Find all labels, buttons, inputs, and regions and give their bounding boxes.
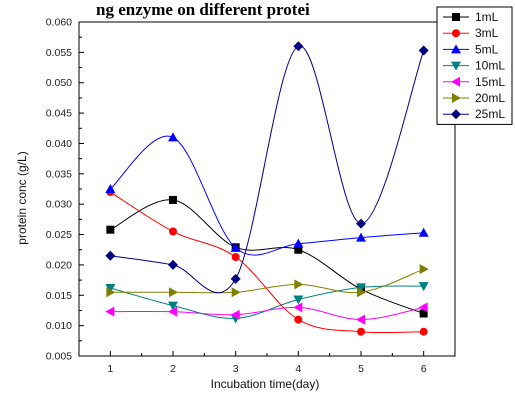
series-20ml xyxy=(106,264,429,298)
data-point-3ml xyxy=(357,327,365,336)
data-point-5ml xyxy=(356,232,366,242)
y-axis-label: protein conc (g/L) xyxy=(15,151,29,244)
series-line-1ml xyxy=(110,199,424,314)
data-point-1ml xyxy=(419,309,428,318)
series-1ml xyxy=(106,195,428,318)
data-point-20ml xyxy=(231,287,241,298)
legend-label-1ml: 1mL xyxy=(475,10,499,24)
data-point-10ml xyxy=(293,295,304,305)
legend-label-5ml: 5mL xyxy=(475,42,499,56)
data-point-10ml xyxy=(418,282,429,292)
legend-marker-3ml xyxy=(452,29,460,38)
data-point-3ml xyxy=(294,315,303,324)
data-point-3ml xyxy=(231,253,240,262)
y-tick-label: 0.020 xyxy=(46,259,72,271)
legend-marker-1ml xyxy=(452,13,460,21)
series-10ml xyxy=(105,282,429,324)
data-point-15ml xyxy=(293,302,303,313)
data-point-5ml xyxy=(293,238,304,248)
legend-label-25ml: 25mL xyxy=(475,107,505,121)
data-point-5ml xyxy=(105,184,116,193)
data-point-1ml xyxy=(294,245,303,254)
y-tick-label: 0.060 xyxy=(46,17,72,29)
series-3ml xyxy=(106,188,428,336)
x-tick-label: 6 xyxy=(421,363,427,375)
legend-label-20ml: 20mL xyxy=(475,91,505,105)
data-point-3ml xyxy=(419,327,428,336)
chart-title: ng enzyme on different protei xyxy=(96,0,310,19)
data-point-15ml xyxy=(230,309,240,320)
data-point-25ml xyxy=(418,45,429,56)
x-axis-label: Incubation time(day) xyxy=(211,377,320,391)
legend-label-3ml: 3mL xyxy=(475,26,499,40)
y-tick-label: 0.035 xyxy=(46,168,72,180)
series-25ml xyxy=(105,41,429,294)
data-point-15ml xyxy=(418,302,428,313)
legend-marker-5ml xyxy=(451,44,461,54)
data-point-5ml xyxy=(168,132,178,142)
plot-area: 0.005 0.010 0.015 0.020 0.025 0.030 0.035 0.040… xyxy=(46,17,456,375)
y-tick-label: 0.040 xyxy=(46,138,72,150)
data-point-20ml xyxy=(106,287,116,298)
y-tick-label: 0.005 xyxy=(46,351,72,363)
data-point-20ml xyxy=(357,287,366,298)
data-point-15ml xyxy=(168,306,177,317)
legend: 1mL 3mL 5mL 10mL 15mL 20mL 25mL xyxy=(436,6,513,125)
y-tick-label: 0.045 xyxy=(46,108,72,120)
data-point-20ml xyxy=(294,279,304,290)
x-tick-label: 1 xyxy=(107,363,113,375)
y-tick-label: 0.010 xyxy=(46,320,72,332)
legend-marker-15ml xyxy=(451,76,460,87)
data-point-25ml xyxy=(356,218,366,229)
x-tick-label: 5 xyxy=(358,363,364,375)
series-line-10ml xyxy=(110,285,424,319)
data-point-15ml xyxy=(356,314,365,325)
data-point-3ml xyxy=(169,227,177,236)
data-point-25ml xyxy=(293,41,304,52)
x-tick-label: 3 xyxy=(233,363,239,375)
plot-frame xyxy=(78,21,456,357)
y-tick-label: 0.015 xyxy=(46,290,72,302)
data-point-25ml xyxy=(230,273,241,284)
data-point-5ml xyxy=(418,227,429,237)
series-15ml xyxy=(105,302,428,325)
x-tick-label: 4 xyxy=(295,363,301,375)
x-tick-label: 2 xyxy=(170,363,176,375)
data-point-25ml xyxy=(168,259,178,270)
data-point-1ml xyxy=(106,225,115,234)
series-line-15ml xyxy=(110,306,424,321)
legend-label-15ml: 15mL xyxy=(475,75,505,89)
series-line-25ml xyxy=(110,45,425,294)
data-point-10ml xyxy=(168,301,178,311)
y-tick-label: 0.030 xyxy=(46,199,72,211)
data-point-25ml xyxy=(105,250,116,261)
data-point-5ml xyxy=(230,242,241,252)
data-point-10ml xyxy=(105,283,116,293)
data-point-15ml xyxy=(105,306,115,317)
series-5ml xyxy=(105,132,429,256)
legend-marker-20ml xyxy=(452,93,461,103)
data-point-1ml xyxy=(169,195,177,204)
data-point-10ml xyxy=(356,283,366,293)
y-tick-label: 0.025 xyxy=(46,229,72,241)
y-tick-label: 0.050 xyxy=(46,77,72,89)
y-tick-label: 0.055 xyxy=(46,47,72,59)
legend-label-10ml: 10mL xyxy=(475,59,505,73)
data-point-20ml xyxy=(419,264,429,275)
data-point-20ml xyxy=(169,287,178,298)
legend-marker-25ml xyxy=(451,109,461,120)
legend-marker-10ml xyxy=(451,61,461,71)
